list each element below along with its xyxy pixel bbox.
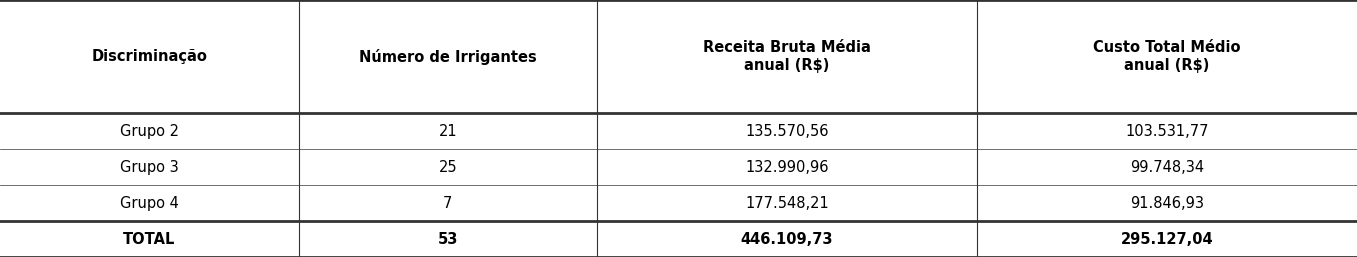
Text: Discriminação: Discriminação bbox=[91, 49, 208, 64]
Text: 103.531,77: 103.531,77 bbox=[1125, 124, 1209, 139]
Text: Custo Total Médio
anual (R$): Custo Total Médio anual (R$) bbox=[1094, 40, 1240, 73]
Text: 99.748,34: 99.748,34 bbox=[1130, 160, 1204, 175]
Text: 132.990,96: 132.990,96 bbox=[745, 160, 829, 175]
Text: Grupo 3: Grupo 3 bbox=[119, 160, 179, 175]
Text: 135.570,56: 135.570,56 bbox=[745, 124, 829, 139]
Text: 91.846,93: 91.846,93 bbox=[1130, 196, 1204, 210]
Text: 177.548,21: 177.548,21 bbox=[745, 196, 829, 210]
Text: Número de Irrigantes: Número de Irrigantes bbox=[360, 49, 536, 65]
Text: 446.109,73: 446.109,73 bbox=[741, 232, 833, 246]
Text: Receita Bruta Média
anual (R$): Receita Bruta Média anual (R$) bbox=[703, 40, 871, 73]
Text: 21: 21 bbox=[438, 124, 457, 139]
Text: TOTAL: TOTAL bbox=[123, 232, 175, 246]
Text: 53: 53 bbox=[437, 232, 459, 246]
Text: 7: 7 bbox=[444, 196, 452, 210]
Text: 295.127,04: 295.127,04 bbox=[1121, 232, 1213, 246]
Text: Grupo 4: Grupo 4 bbox=[119, 196, 179, 210]
Text: Grupo 2: Grupo 2 bbox=[119, 124, 179, 139]
Text: 25: 25 bbox=[438, 160, 457, 175]
